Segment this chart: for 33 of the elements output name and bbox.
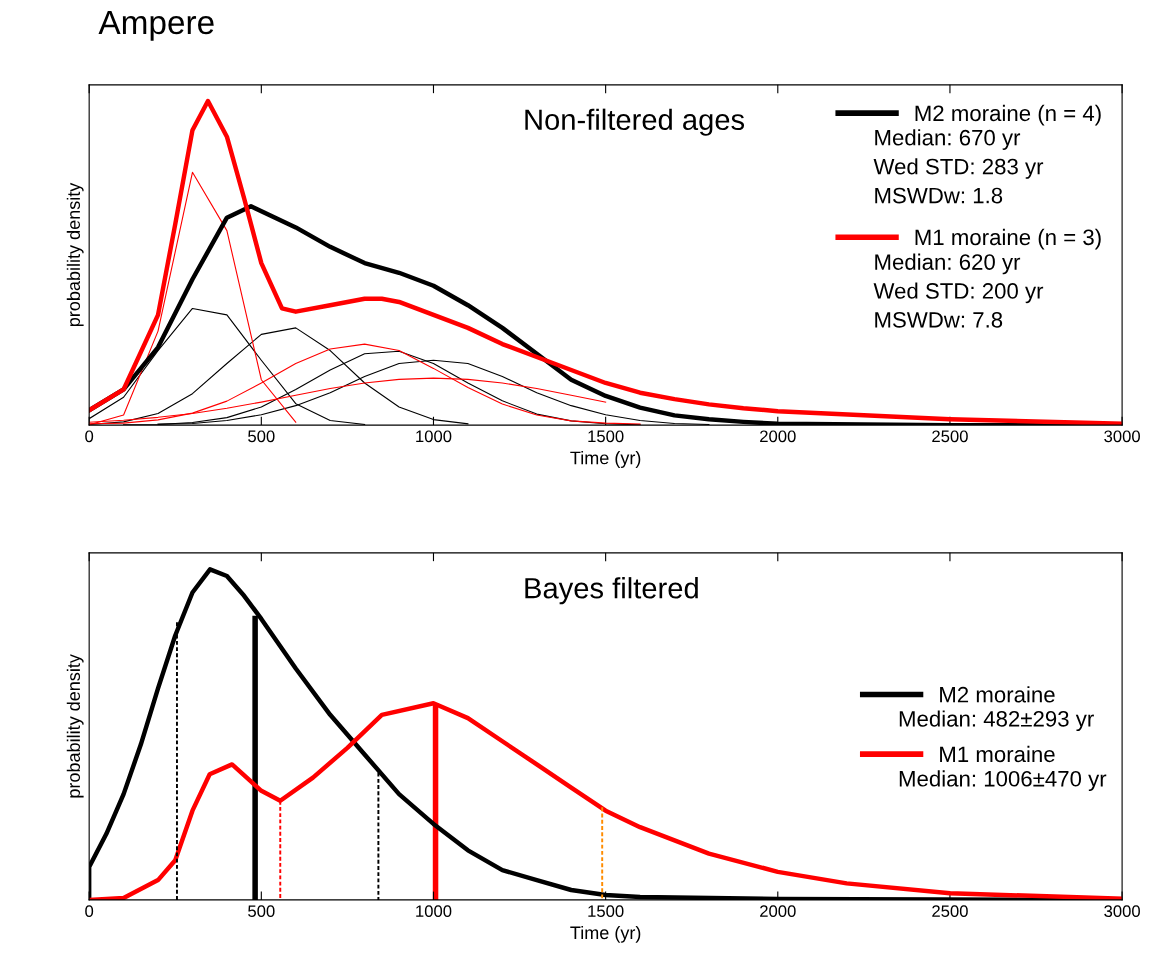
x-tick-label: 1000 (416, 905, 452, 918)
x-tick-label: 0 (85, 430, 94, 443)
annotation: Median: 620 yr (875, 253, 1021, 275)
annotation: Median: 482±293 yr (899, 710, 1094, 732)
chart-title: Bayes filtered (525, 577, 698, 605)
y-axis-title: probability density (66, 654, 84, 798)
annotation: Median: 670 yr (875, 129, 1021, 150)
x-tick-label: 2500 (932, 905, 968, 918)
x-axis-title: Time (yr) (570, 925, 641, 943)
x-tick-label: 500 (248, 905, 275, 918)
annotation: MSWDw: 7.8 (875, 311, 1003, 328)
legend-label: M2 moraine (n = 4) (915, 104, 1101, 126)
annotation: MSWDw: 1.8 (875, 187, 1003, 204)
x-tick-label: 3000 (1104, 430, 1140, 443)
legend-label: M1 moraine (n = 3) (915, 228, 1101, 250)
legend-label: M2 moraine (940, 686, 1055, 703)
x-tick-label: 1500 (588, 905, 624, 918)
annotation: Wed STD: 283 yr (873, 158, 1044, 179)
x-tick-label: 2000 (760, 430, 796, 443)
x-tick-label: 0 (85, 905, 94, 918)
chart-subtitle: Non-filtered ages (525, 108, 745, 136)
annotation: Wed STD: 200 yr (873, 282, 1044, 304)
x-tick-label: 500 (248, 430, 275, 443)
x-axis-title: Time (yr) (570, 451, 641, 468)
x-tick-label: 3000 (1104, 905, 1140, 918)
x-tick-label: 2000 (760, 905, 796, 918)
legend-label: M1 moraine (940, 745, 1055, 763)
y-axis-title: probability density (66, 182, 84, 327)
x-tick-label: 1500 (588, 430, 624, 443)
x-tick-label: 2500 (932, 430, 968, 443)
chart-title: Ampere (98, 10, 214, 41)
x-tick-label: 1000 (416, 430, 452, 443)
annotation: Median: 1006±470 yr (899, 770, 1107, 792)
